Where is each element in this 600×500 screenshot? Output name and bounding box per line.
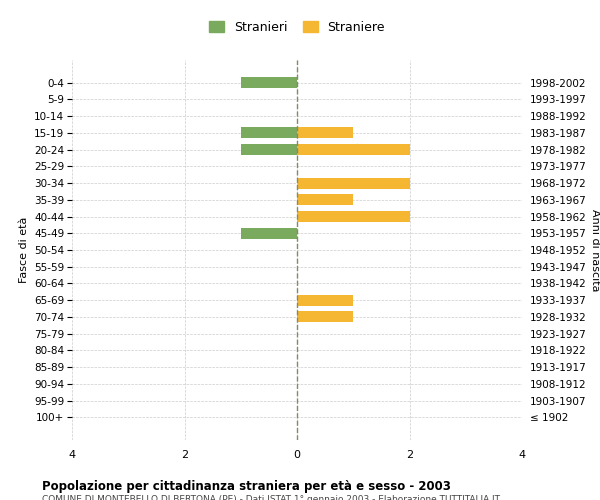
- Bar: [297, 312, 353, 322]
- Bar: [297, 194, 353, 205]
- Bar: [241, 228, 297, 238]
- Y-axis label: Anni di nascita: Anni di nascita: [590, 209, 600, 291]
- Text: Popolazione per cittadinanza straniera per età e sesso - 2003: Popolazione per cittadinanza straniera p…: [42, 480, 451, 493]
- Bar: [297, 144, 409, 155]
- Bar: [297, 178, 409, 188]
- Bar: [241, 128, 297, 138]
- Bar: [297, 295, 353, 306]
- Bar: [297, 128, 353, 138]
- Bar: [241, 78, 297, 88]
- Legend: Stranieri, Straniere: Stranieri, Straniere: [209, 20, 385, 34]
- Y-axis label: Fasce di età: Fasce di età: [19, 217, 29, 283]
- Bar: [241, 144, 297, 155]
- Text: COMUNE DI MONTEBELLO DI BERTONA (PE) - Dati ISTAT 1° gennaio 2003 - Elaborazione: COMUNE DI MONTEBELLO DI BERTONA (PE) - D…: [42, 495, 500, 500]
- Bar: [297, 211, 409, 222]
